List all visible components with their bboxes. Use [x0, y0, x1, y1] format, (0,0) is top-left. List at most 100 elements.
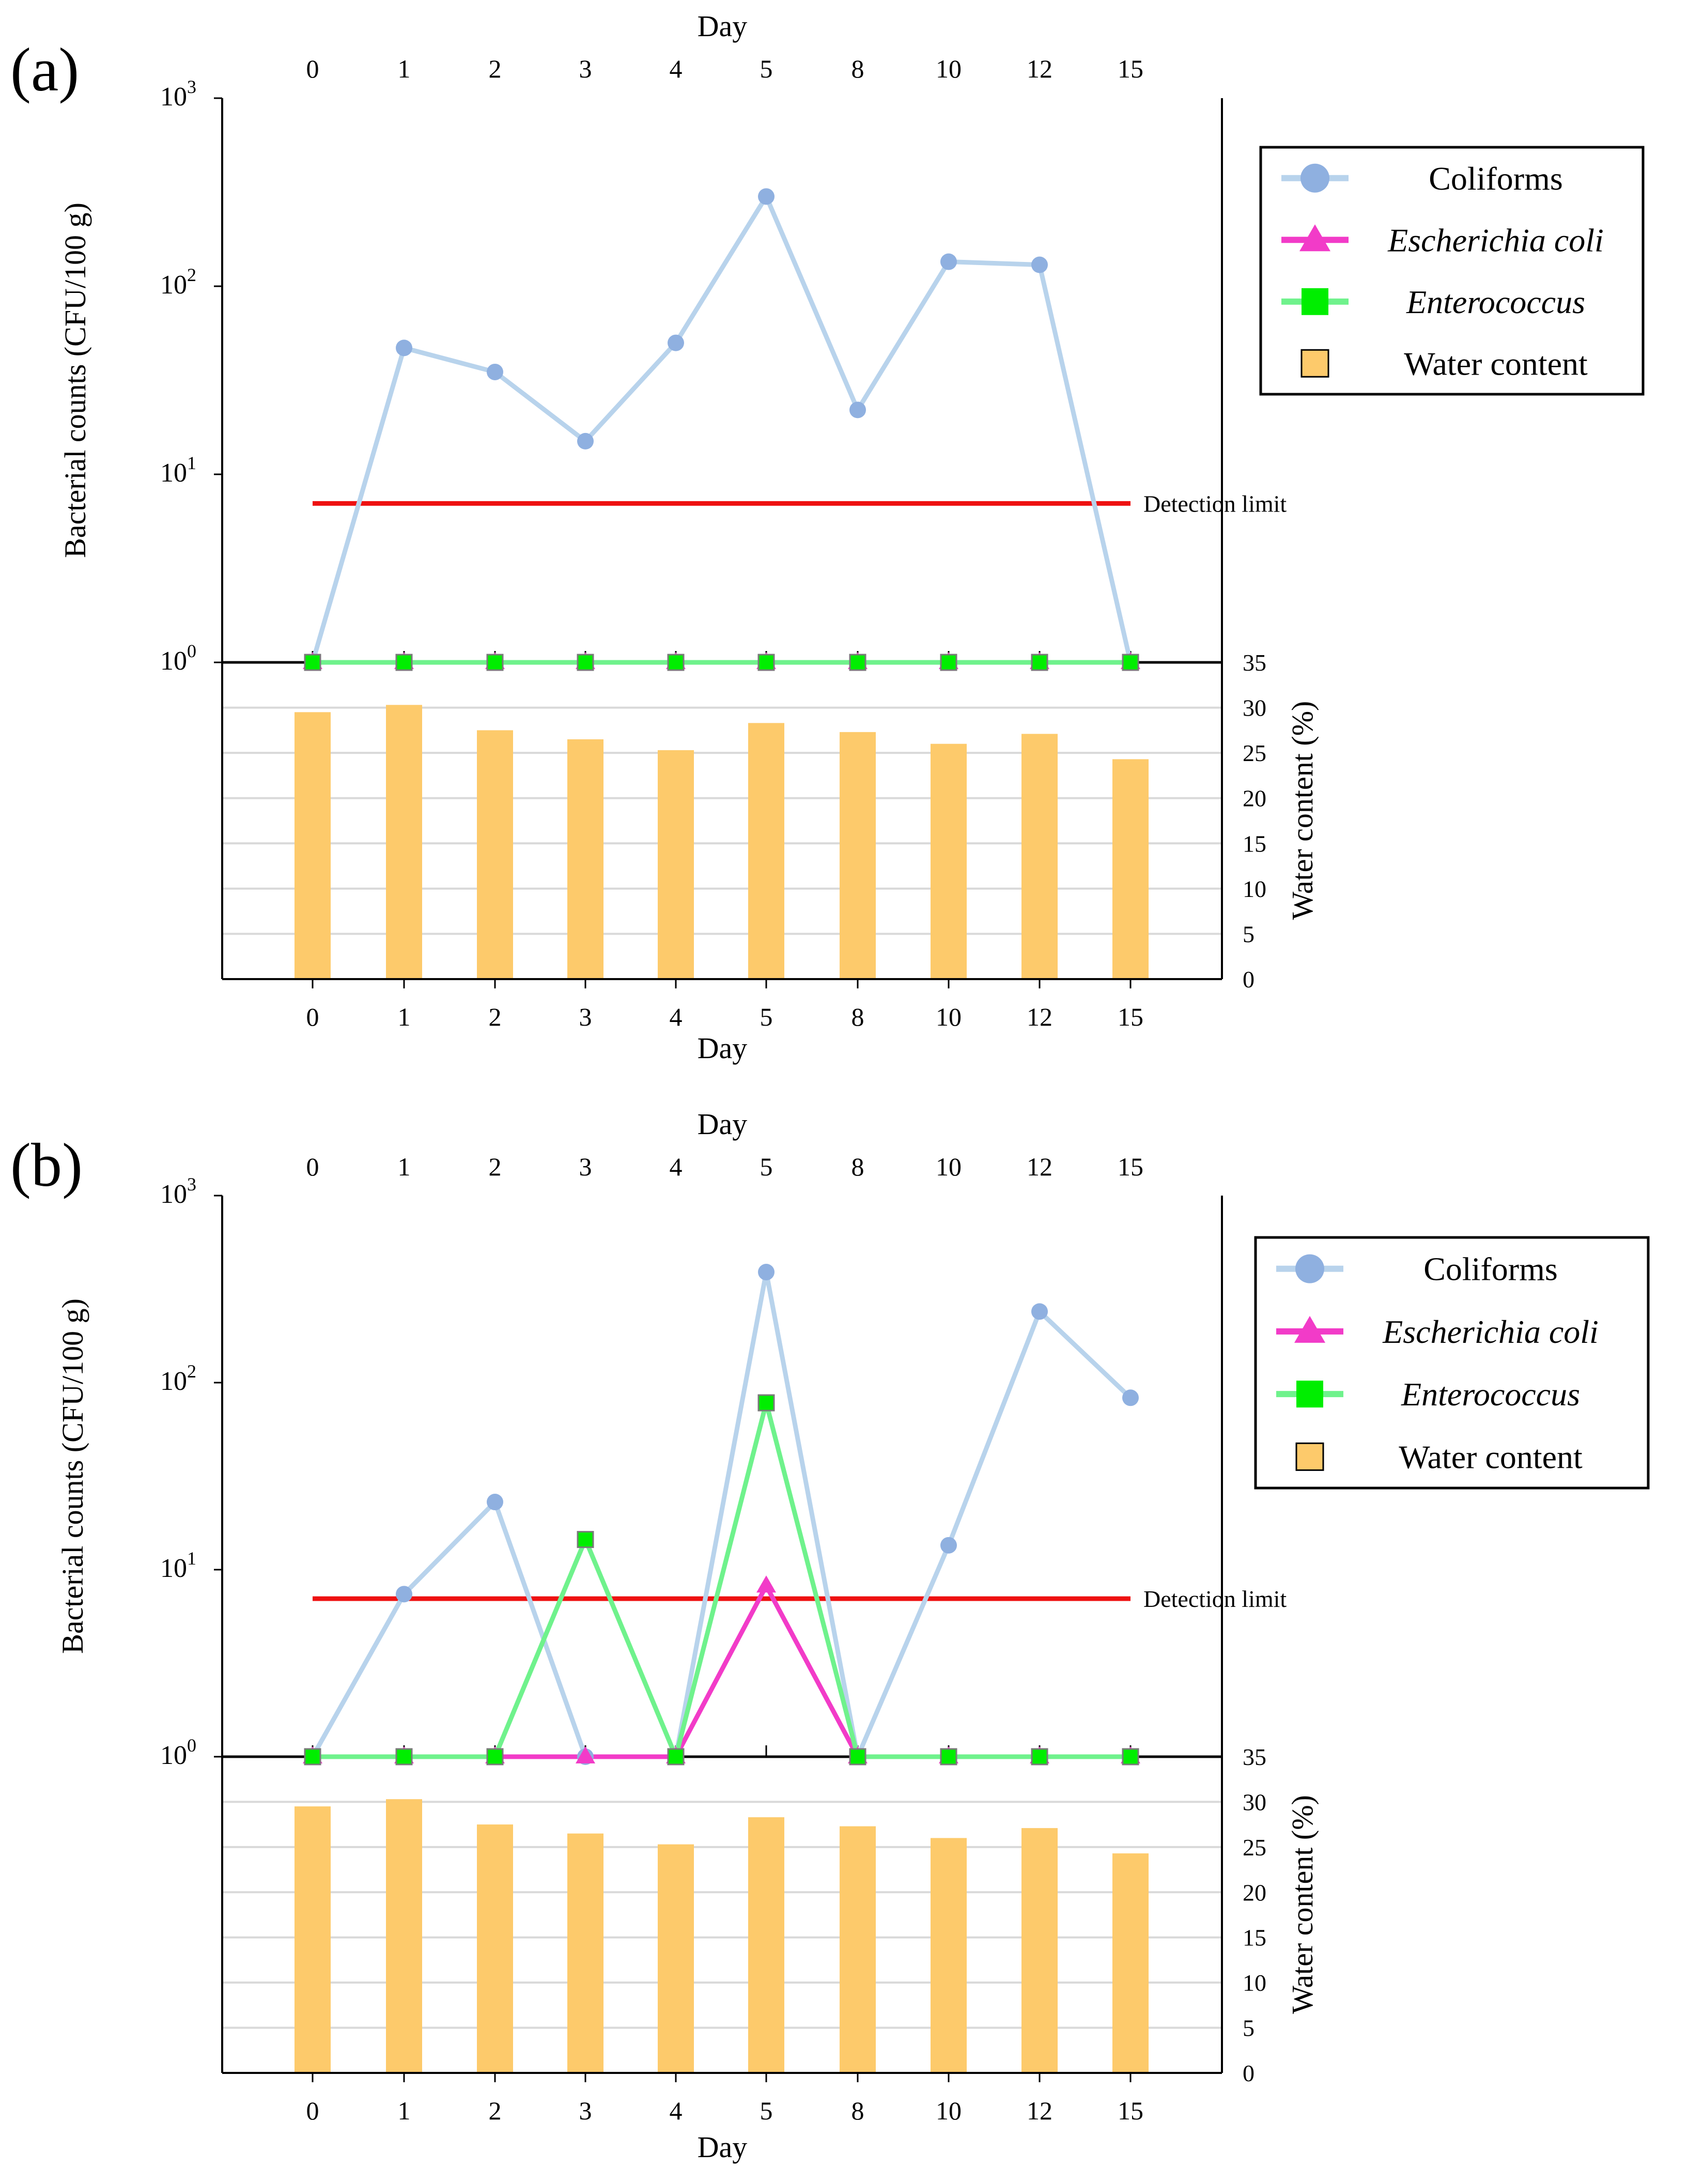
- enterococcus-point: [849, 1748, 866, 1765]
- x-tick-label-top: 15: [1118, 54, 1143, 83]
- y-tick-exponent: 2: [187, 265, 196, 285]
- water-content-bar: [477, 1824, 513, 2073]
- panel-b: (b) 00112233445588101012121515DayDay10010…: [10, 1107, 1650, 2164]
- y-tick-base: 10: [160, 1180, 187, 1209]
- x-tick-label-bottom: 5: [760, 1002, 773, 1031]
- enterococcus-point: [1122, 654, 1139, 671]
- x-tick-label-bottom: 3: [579, 2096, 592, 2125]
- water-content-bar: [295, 1806, 331, 2073]
- x-tick-label-top: 1: [398, 1152, 411, 1181]
- enterococcus-point: [1031, 1748, 1048, 1765]
- x-tick-label-top: 8: [851, 1152, 864, 1181]
- y-tick-exponent: 3: [187, 76, 196, 97]
- x-tick-label-bottom: 12: [1027, 1002, 1052, 1031]
- enterococcus-point: [667, 654, 685, 671]
- water-tick-label: 30: [1243, 695, 1266, 721]
- coliforms-point: [758, 1264, 775, 1281]
- enterococcus-point: [395, 654, 413, 671]
- coliforms-point: [1031, 256, 1048, 273]
- x-tick-label-top: 0: [306, 1152, 319, 1181]
- y-tick-exponent: 3: [187, 1174, 196, 1195]
- coliforms-point: [668, 334, 684, 351]
- x-tick-label-top: 3: [579, 54, 592, 83]
- water-content-bar: [386, 1799, 422, 2073]
- water-tick-label: 15: [1243, 830, 1266, 857]
- legend-label: Escherichia coli: [1382, 1313, 1599, 1350]
- x-tick-label-top: 3: [579, 1152, 592, 1181]
- coliforms-point: [1122, 1389, 1139, 1406]
- water-content-bar: [658, 750, 694, 979]
- coliforms-point: [940, 253, 957, 270]
- x-tick-label-bottom: 12: [1027, 2096, 1052, 2125]
- y-tick-base: 10: [160, 270, 187, 300]
- legend-enterococcus-marker: [1302, 288, 1328, 315]
- legend-ecoli-marker: [1294, 1315, 1325, 1343]
- legend: Coliforms Escherichia coli Enterococcus Wat…: [1254, 1236, 1650, 1490]
- x-tick-label-bottom: 2: [489, 2096, 502, 2125]
- water-tick-label: 25: [1243, 740, 1266, 766]
- x-tick-label-top: 10: [936, 54, 962, 83]
- enterococcus-point: [757, 1394, 775, 1412]
- water-content-bar: [931, 744, 967, 979]
- x-tick-label-top: 2: [489, 1152, 502, 1181]
- water-tick-label: 30: [1243, 1789, 1266, 1815]
- legend-label: Enterococcus: [1406, 284, 1585, 320]
- ecoli-line: [313, 1583, 1131, 1759]
- water-tick-label: 0: [1243, 2060, 1255, 2086]
- water-content-bar: [477, 730, 513, 979]
- panel-label: (a): [10, 35, 79, 104]
- y-tick-exponent: 2: [187, 1361, 196, 1382]
- enterococcus-point: [395, 1748, 413, 1765]
- ecoli-point: [756, 1575, 776, 1593]
- y-tick-exponent: 1: [187, 1548, 196, 1569]
- panel-a: (a) 00112233445588101012121515DayDay10010…: [10, 9, 1645, 1065]
- y-tick-label: 101: [160, 1548, 196, 1583]
- enterococcus-point: [577, 1531, 594, 1548]
- legend-label: Coliforms: [1423, 1251, 1558, 1288]
- x-tick-label-bottom: 0: [306, 1002, 319, 1031]
- coliforms-point: [396, 1586, 412, 1603]
- legend-label: Water content: [1404, 345, 1588, 382]
- coliforms-point: [1031, 1303, 1048, 1320]
- y-tick-label: 103: [160, 76, 196, 112]
- water-content-bar: [1112, 1853, 1149, 2073]
- y-tick-label: 101: [160, 453, 196, 488]
- enterococcus-point: [1122, 1748, 1139, 1765]
- water-content-bar: [567, 739, 603, 979]
- water-content-bar: [840, 1826, 876, 2073]
- x-tick-label-bottom: 15: [1118, 2096, 1143, 2125]
- water-tick-label: 5: [1243, 2015, 1255, 2041]
- x-tick-label-top: 12: [1027, 54, 1052, 83]
- y-tick-exponent: 0: [187, 641, 196, 661]
- y2-axis-title: Water content (%): [1286, 1795, 1319, 2014]
- legend-coliforms-marker: [1295, 1254, 1324, 1283]
- y-tick-label: 100: [160, 1735, 196, 1770]
- water-tick-label: 20: [1243, 785, 1266, 812]
- water-content-bar: [295, 712, 331, 979]
- legend-label: Coliforms: [1429, 160, 1563, 197]
- enterococcus-point: [304, 654, 321, 671]
- x-tick-label-bottom: 5: [760, 2096, 773, 2125]
- water-tick-label: 25: [1243, 1834, 1266, 1861]
- x-tick-label-top: 4: [670, 1152, 683, 1181]
- detection-limit-label: Detection limit: [1143, 490, 1287, 517]
- x-axis-title-top: Day: [698, 9, 748, 43]
- x-tick-label-top: 0: [306, 54, 319, 83]
- y-tick-label: 102: [160, 265, 196, 300]
- y-tick-label: 102: [160, 1361, 196, 1396]
- legend-ecoli-marker: [1299, 224, 1330, 252]
- coliforms-point: [487, 363, 503, 380]
- x-tick-label-bottom: 15: [1118, 1002, 1143, 1031]
- legend-label: Escherichia coli: [1387, 222, 1604, 258]
- legend-water-swatch: [1300, 349, 1329, 378]
- coliforms-point: [940, 1537, 957, 1554]
- x-axis-title-top: Day: [698, 1107, 748, 1141]
- coliforms-point: [577, 432, 594, 450]
- y2-axis-title: Water content (%): [1286, 701, 1319, 920]
- legend-label: Water content: [1399, 1438, 1583, 1475]
- legend-water-swatch: [1295, 1442, 1324, 1471]
- enterococcus-point: [940, 1748, 957, 1765]
- enterococcus-point: [1031, 654, 1048, 671]
- legend-enterococcus-marker: [1296, 1381, 1323, 1408]
